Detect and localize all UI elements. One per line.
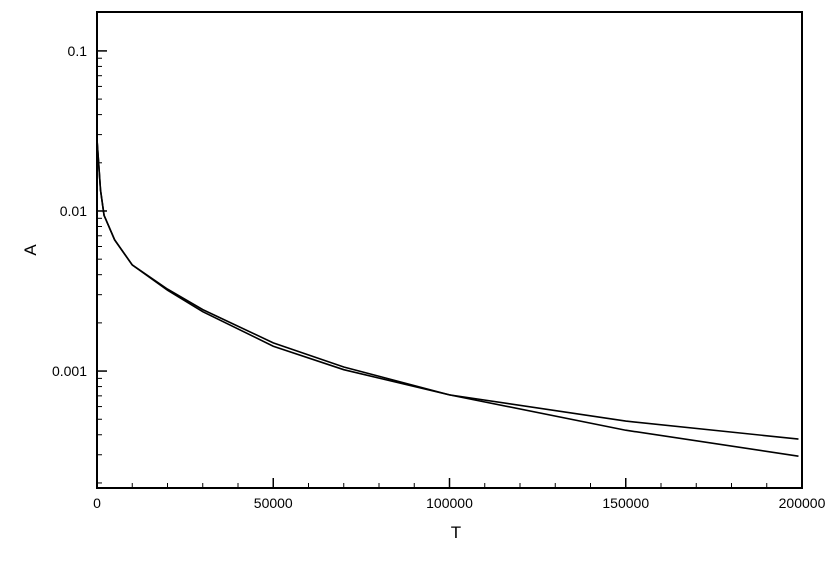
y-tick-label: 0.01 xyxy=(60,203,87,219)
y-tick-label: 0.001 xyxy=(52,363,87,379)
plot-frame xyxy=(96,11,803,489)
line xyxy=(96,139,799,457)
x-tick-label: 50000 xyxy=(254,495,293,511)
x-tick-label: 200000 xyxy=(779,495,826,511)
x-tick-label: 100000 xyxy=(426,495,473,511)
y-axis-label: A xyxy=(21,244,40,256)
x-axis-label: T xyxy=(451,523,461,542)
y-tick-label: 0.1 xyxy=(68,43,88,59)
x-tick-label: 150000 xyxy=(602,495,649,511)
x-tick-label: 0 xyxy=(93,495,101,511)
